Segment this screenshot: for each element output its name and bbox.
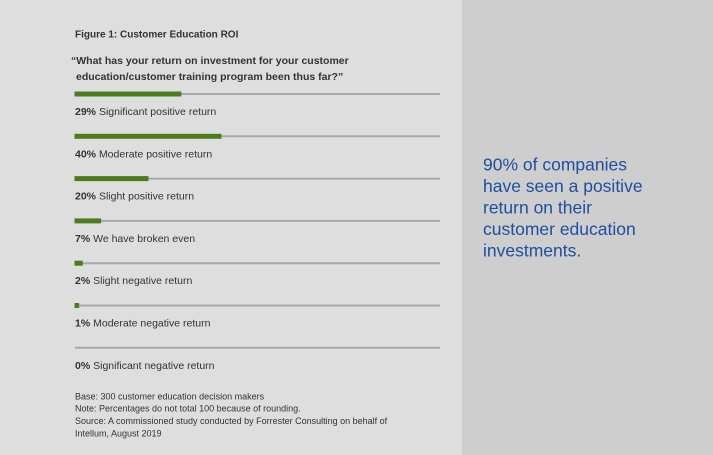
callout: have seen a positive [483, 176, 643, 196]
subtitle: “What has your return on investment for … [71, 55, 349, 67]
chart-title: Figure 1: Customer Education ROI [75, 30, 239, 41]
bar-label: 40% Moderate positive return [75, 148, 212, 160]
note: Base: 300 customer education decision ma… [75, 391, 265, 401]
note: Note: Percentages do not total 100 becau… [75, 404, 301, 414]
bar [74, 91, 182, 97]
value-label: 1% [75, 317, 91, 329]
callout: return on their [483, 198, 592, 218]
bar [74, 303, 80, 308]
category-label: Moderate positive return [99, 148, 212, 160]
bar [74, 133, 222, 139]
value-label: 0% [75, 360, 91, 372]
right-panel [462, 0, 713, 455]
callout: investments. [483, 241, 581, 261]
bar-label: 20% Slight positive return [75, 190, 194, 202]
category-label: Moderate negative return [93, 317, 210, 329]
note: Intellum, August 2019 [75, 428, 162, 438]
value-label: 20% [75, 190, 97, 202]
bar-label: 7% We have broken even [75, 233, 195, 245]
subtitle: education/customer training program been… [76, 71, 343, 83]
category-label: Slight positive return [99, 190, 194, 202]
category-label: Significant positive return [99, 106, 216, 118]
value-label: 7% [75, 233, 91, 245]
bar-label: 1% Moderate negative return [75, 317, 211, 329]
bar [74, 218, 102, 224]
bar-label: 2% Slight negative return [75, 275, 192, 287]
callout: 90% of companies [483, 155, 627, 175]
note: Source: A commissioned study conducted b… [75, 416, 388, 426]
callout: customer education [483, 219, 636, 239]
category-label: We have broken even [93, 233, 195, 245]
bar [74, 260, 83, 266]
bar [74, 176, 149, 182]
bar-label: 0% Significant negative return [75, 360, 215, 372]
value-label: 40% [75, 148, 97, 160]
value-label: 2% [75, 275, 91, 287]
left-panel [0, 0, 462, 455]
category-label: Slight negative return [93, 275, 192, 287]
bar-label: 29% Significant positive return [75, 106, 216, 118]
value-label: 29% [75, 106, 97, 118]
category-label: Significant negative return [93, 360, 215, 372]
